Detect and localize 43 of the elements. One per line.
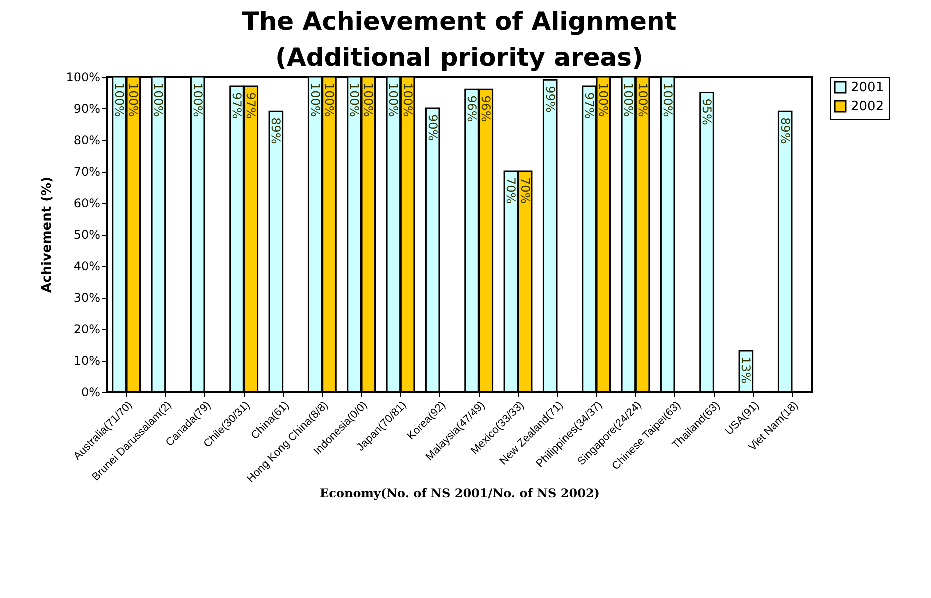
data-label: 100% bbox=[112, 83, 127, 118]
y-tick-label: 30% bbox=[74, 291, 100, 305]
y-tick-label: 90% bbox=[74, 102, 100, 116]
data-label: 96% bbox=[465, 96, 480, 122]
data-label: 100% bbox=[152, 83, 166, 118]
data-label: 100% bbox=[190, 83, 205, 118]
legend-label: 2002 bbox=[851, 100, 884, 114]
data-label: 96% bbox=[479, 96, 494, 122]
data-label: 97% bbox=[230, 92, 244, 120]
data-label: 70% bbox=[518, 178, 532, 204]
data-label: 100% bbox=[322, 83, 336, 118]
data-label: 89% bbox=[778, 118, 792, 144]
y-tick-label: 40% bbox=[74, 260, 100, 274]
data-label: 100% bbox=[386, 83, 401, 118]
data-label: 100% bbox=[636, 83, 650, 118]
y-tick-label: 20% bbox=[74, 322, 100, 336]
data-label: 70% bbox=[504, 178, 518, 204]
y-tick-label: 50% bbox=[74, 228, 100, 242]
y-tick-label: 70% bbox=[74, 165, 100, 179]
data-label: 100% bbox=[622, 83, 636, 118]
data-label: 90% bbox=[426, 114, 440, 142]
data-label: 99% bbox=[543, 86, 558, 113]
data-label: 100% bbox=[308, 83, 322, 118]
data-label: 13% bbox=[739, 357, 754, 384]
data-label: 89% bbox=[269, 118, 284, 144]
y-tick-label: 80% bbox=[74, 134, 100, 148]
data-label: 97% bbox=[244, 92, 258, 120]
data-label: 100% bbox=[362, 83, 376, 118]
data-label: 100% bbox=[348, 83, 362, 118]
x-axis-title: Economy(No. of NS 2001/No. of NS 2002) bbox=[320, 486, 600, 501]
y-tick-label: 60% bbox=[74, 196, 100, 210]
data-label: 100% bbox=[660, 83, 675, 118]
y-tick-label: 10% bbox=[74, 354, 100, 368]
y-tick-label: 100% bbox=[66, 70, 100, 84]
data-label: 100% bbox=[596, 83, 611, 118]
data-label: 95% bbox=[700, 98, 714, 126]
data-label: 100% bbox=[400, 83, 415, 118]
chart-title: The Achievement of Alignment (Additional priority areas) bbox=[242, 7, 677, 72]
data-label: 100% bbox=[126, 83, 141, 118]
legend-label: 2001 bbox=[851, 80, 884, 96]
y-axis-title: Achivement (%) bbox=[40, 176, 56, 294]
data-label: 97% bbox=[582, 92, 597, 120]
y-tick-label: 0% bbox=[81, 386, 100, 400]
